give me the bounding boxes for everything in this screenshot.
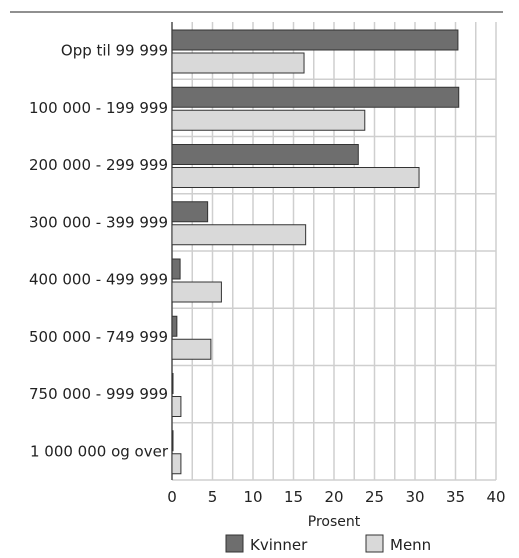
bar-menn-7 [171,453,182,475]
bars [171,29,460,475]
bar-kvinner-3 [171,201,209,223]
bar-menn-0 [171,52,305,74]
bar-menn-1 [171,109,366,131]
bar-kvinner-6 [171,373,174,394]
category-labels: Opp til 99 999 100 000 - 199 999 200 000 -… [29,42,169,461]
x-tick-label: 20 [324,488,343,506]
legend-swatch-kvinner [225,534,244,553]
x-tick-labels: 0 5 10 15 20 25 30 35 40 [167,488,505,506]
x-tick-label: 5 [208,488,218,506]
bar-menn-6 [171,396,182,417]
bar-menn-2 [171,167,420,188]
x-tick-label: 15 [284,488,303,506]
bar-kvinner-1 [171,86,460,108]
category-label: 100 000 - 199 999 [29,99,168,117]
category-label: 1 000 000 og over [30,442,169,460]
x-tick-label: 10 [243,488,262,506]
bar-kvinner-0 [171,29,459,51]
bar-menn-4 [171,281,222,303]
x-tick-label: 25 [365,488,384,506]
category-label: 500 000 - 749 999 [29,328,168,346]
category-label: 750 000 - 999 999 [29,385,168,403]
category-label: 400 000 - 499 999 [29,271,168,289]
bar-kvinner-5 [171,315,178,337]
bar-menn-3 [171,224,307,246]
x-tick-label: 40 [486,488,505,506]
legend: Kvinner Menn [225,534,431,554]
category-label: Opp til 99 999 [61,42,168,60]
category-label: 300 000 - 399 999 [29,213,168,231]
x-axis-title: Prosent [308,514,361,530]
x-tick-label: 35 [446,488,465,506]
bar-kvinner-4 [171,258,181,280]
legend-swatch-menn [365,534,384,553]
x-tick-label: 30 [405,488,424,506]
x-tick-label: 0 [167,488,177,506]
bar-menn-5 [171,338,212,360]
bar-kvinner-2 [171,144,359,165]
category-label: 200 000 - 299 999 [29,156,168,174]
legend-label-kvinner: Kvinner [250,536,308,554]
bar-kvinner-7 [171,430,174,452]
legend-label-menn: Menn [390,536,431,554]
